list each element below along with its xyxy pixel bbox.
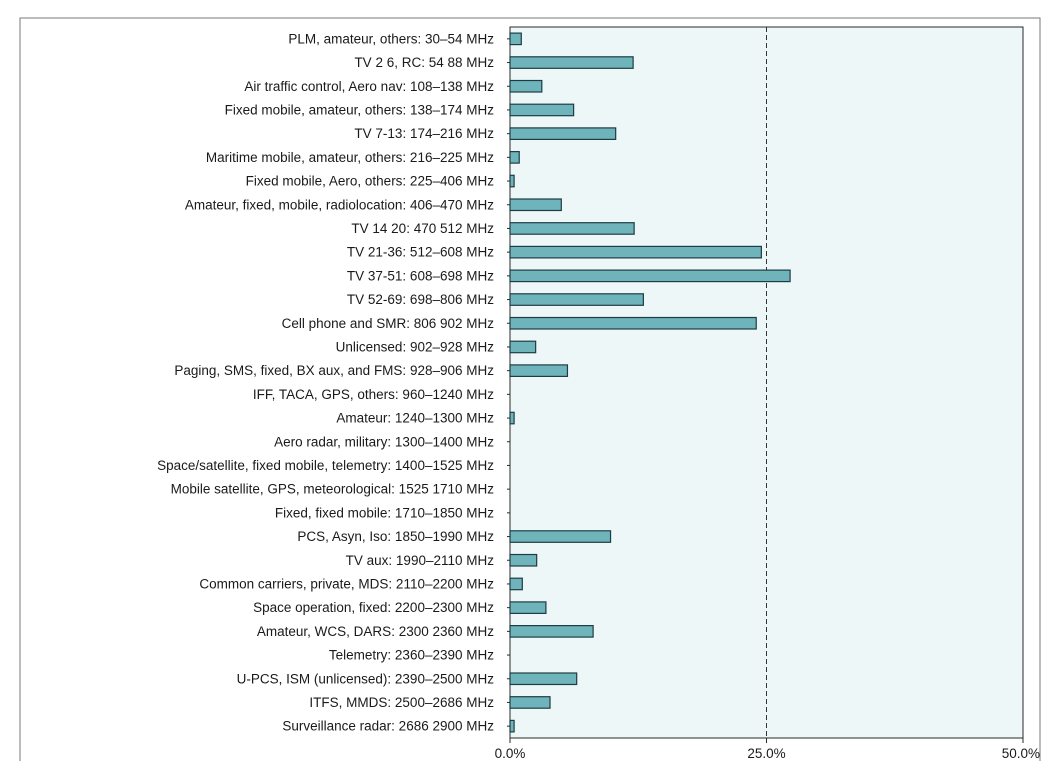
- bar-11: [509, 293, 644, 306]
- bar-23: [509, 577, 523, 591]
- bar-24: [509, 601, 547, 615]
- category-label-28: ITFS, MMDS: 2500–2686 MHz: [309, 695, 494, 710]
- category-label-20: Fixed, fixed mobile: 1710–1850 MHz: [275, 505, 494, 520]
- x-tick-label-1: 25.0%: [747, 746, 785, 761]
- bar-13: [509, 340, 537, 354]
- category-label-12: Cell phone and SMR: 806 902 MHz: [282, 316, 495, 331]
- category-label-29: Surveillance radar: 2686 2900 MHz: [282, 719, 494, 734]
- x-tick-label-0: 0.0%: [495, 746, 526, 761]
- category-label-14: Paging, SMS, fixed, BX aux, and FMS: 928…: [174, 363, 494, 378]
- category-label-8: TV 14 20: 470 512 MHz: [351, 221, 494, 236]
- category-label-5: Maritime mobile, amateur, others: 216–22…: [206, 150, 494, 165]
- category-label-23: Common carriers, private, MDS: 2110–2200…: [199, 576, 494, 591]
- bar-7: [509, 198, 562, 212]
- category-label-6: Fixed mobile, Aero, others: 225–406 MHz: [246, 174, 495, 189]
- bar-10: [509, 269, 791, 283]
- bar-21: [509, 530, 612, 543]
- bar-1: [509, 56, 634, 69]
- bar-22: [509, 553, 538, 567]
- category-label-27: U-PCS, ISM (unlicensed): 2390–2500 MHz: [237, 671, 495, 686]
- bar-28: [509, 696, 551, 709]
- bar-2: [509, 79, 543, 93]
- category-label-4: TV 7-13: 174–216 MHz: [354, 126, 494, 141]
- category-label-16: Amateur: 1240–1300 MHz: [336, 411, 494, 426]
- category-label-18: Space/satellite, fixed mobile, telemetry…: [157, 458, 494, 473]
- category-label-22: TV aux: 1990–2110 MHz: [346, 553, 495, 568]
- bar-12: [509, 316, 757, 330]
- category-label-0: PLM, amateur, others: 30–54 MHz: [288, 31, 494, 46]
- category-label-15: IFF, TACA, GPS, others: 960–1240 MHz: [253, 387, 494, 402]
- category-label-19: Mobile satellite, GPS, meteorological: 1…: [171, 482, 495, 497]
- category-label-17: Aero radar, military: 1300–1400 MHz: [274, 434, 494, 449]
- category-label-10: TV 37-51: 608–698 MHz: [347, 268, 494, 283]
- category-label-1: TV 2 6, RC: 54 88 MHz: [354, 55, 494, 70]
- category-label-25: Amateur, WCS, DARS: 2300 2360 MHz: [257, 624, 494, 639]
- bar-0: [509, 32, 522, 46]
- category-label-7: Amateur, fixed, mobile, radiolocation: 4…: [185, 197, 494, 212]
- bar-3: [509, 103, 575, 117]
- x-tick-label-2: 50.0%: [1002, 746, 1040, 761]
- bar-8: [509, 222, 635, 235]
- bar-9: [509, 245, 762, 259]
- category-label-3: Fixed mobile, amateur, others: 138–174 M…: [225, 102, 495, 117]
- category-label-2: Air traffic control, Aero nav: 108–138 M…: [244, 79, 494, 94]
- bar-29: [509, 719, 515, 733]
- bar-6: [509, 174, 515, 188]
- bar-16: [509, 411, 515, 425]
- category-label-11: TV 52-69: 698–806 MHz: [347, 292, 494, 307]
- bar-25: [509, 624, 594, 638]
- category-label-13: Unlicensed: 902–928 MHz: [336, 339, 495, 354]
- category-label-21: PCS, Asyn, Iso: 1850–1990 MHz: [297, 529, 494, 544]
- bar-4: [509, 127, 617, 141]
- category-label-24: Space operation, fixed: 2200–2300 MHz: [253, 600, 494, 615]
- category-label-9: TV 21-36: 512–608 MHz: [347, 245, 494, 260]
- bar-14: [509, 364, 569, 377]
- bar-5: [509, 151, 520, 164]
- category-label-26: Telemetry: 2360–2390 MHz: [329, 648, 494, 663]
- bar-27: [509, 672, 578, 686]
